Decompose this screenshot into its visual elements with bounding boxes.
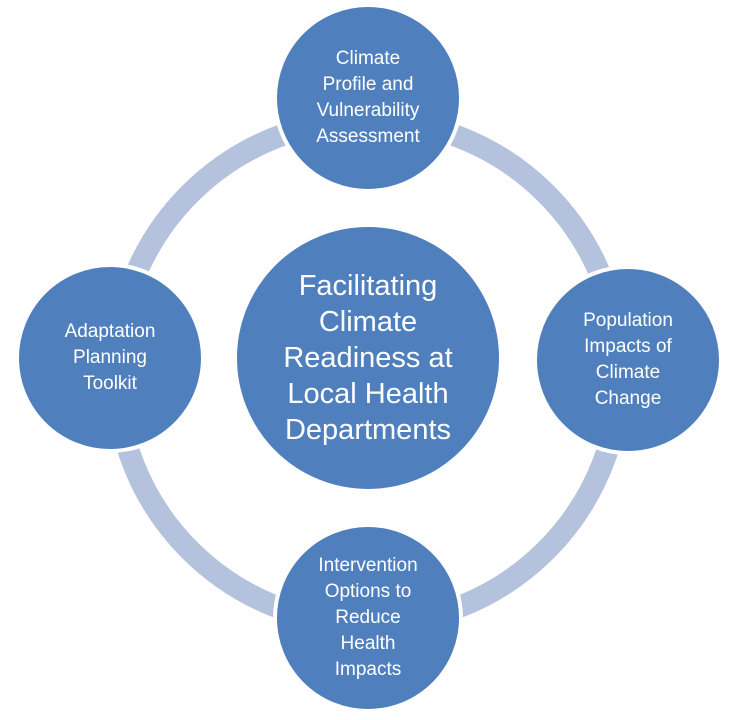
- top-node-label: Climate Profile and Vulnerability Assess…: [316, 48, 420, 147]
- top-node: [273, 3, 463, 193]
- right-node-label: Population Impacts of Climate Change: [583, 310, 673, 409]
- left-node-label: Adaptation Planning Toolkit: [64, 321, 156, 394]
- bottom-node: [273, 523, 463, 713]
- right-node: [533, 265, 723, 455]
- center-node: [233, 223, 503, 493]
- center-node-label: Facilitating Climate Readiness at Local …: [283, 270, 453, 446]
- bottom-node-label: Intervention Options to Reduce Health Im…: [318, 555, 418, 680]
- left-node: [15, 263, 205, 453]
